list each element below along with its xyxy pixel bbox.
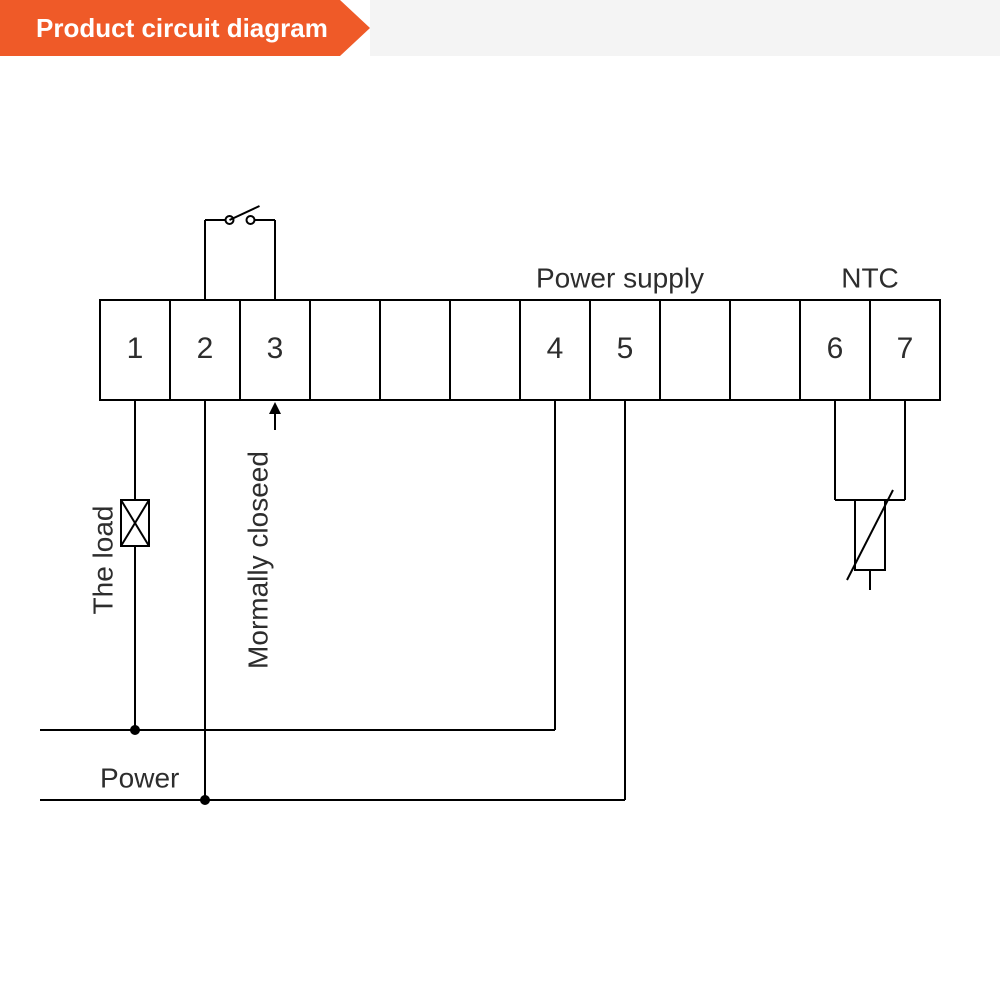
svg-text:Power: Power bbox=[100, 762, 179, 793]
svg-text:3: 3 bbox=[267, 332, 284, 365]
svg-text:6: 6 bbox=[827, 332, 844, 365]
svg-text:1: 1 bbox=[127, 332, 144, 365]
svg-text:4: 4 bbox=[547, 332, 564, 365]
svg-text:7: 7 bbox=[897, 332, 914, 365]
svg-text:Power supply: Power supply bbox=[536, 262, 704, 293]
svg-text:NTC: NTC bbox=[841, 262, 899, 293]
svg-text:The load: The load bbox=[87, 506, 118, 615]
circuit-diagram: 1 2 3 4 5 6 7 Power supply NTC The load Mormally c… bbox=[0, 0, 1000, 1000]
svg-text:Mormally closeed: Mormally closeed bbox=[242, 451, 273, 669]
svg-text:5: 5 bbox=[617, 332, 634, 365]
svg-text:2: 2 bbox=[197, 332, 214, 365]
